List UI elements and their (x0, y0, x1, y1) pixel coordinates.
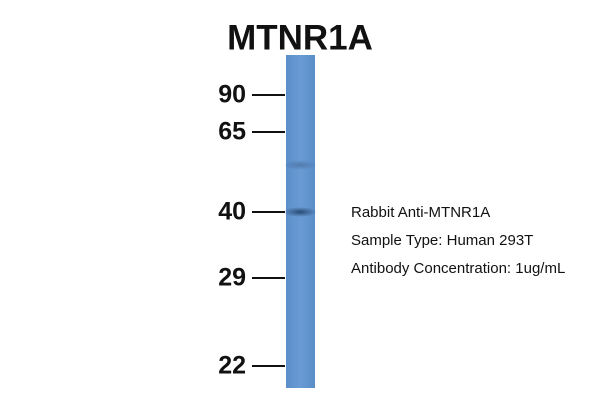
info-group: Rabbit Anti-MTNR1A Sample Type: Human 293… (351, 204, 565, 277)
band (283, 207, 317, 217)
marker-label: 40 (218, 198, 246, 226)
faint-band (283, 160, 317, 170)
marker-group: 90 65 40 29 22 (218, 81, 285, 380)
info-line: Rabbit Anti-MTNR1A (351, 204, 490, 221)
marker-label: 29 (218, 264, 246, 292)
marker-label: 65 (218, 118, 246, 146)
lane (286, 55, 315, 388)
info-line: Antibody Concentration: 1ug/mL (351, 260, 565, 277)
marker-label: 22 (218, 352, 246, 380)
title: MTNR1A (227, 18, 373, 57)
marker-label: 90 (218, 81, 246, 109)
info-line: Sample Type: Human 293T (351, 232, 533, 249)
